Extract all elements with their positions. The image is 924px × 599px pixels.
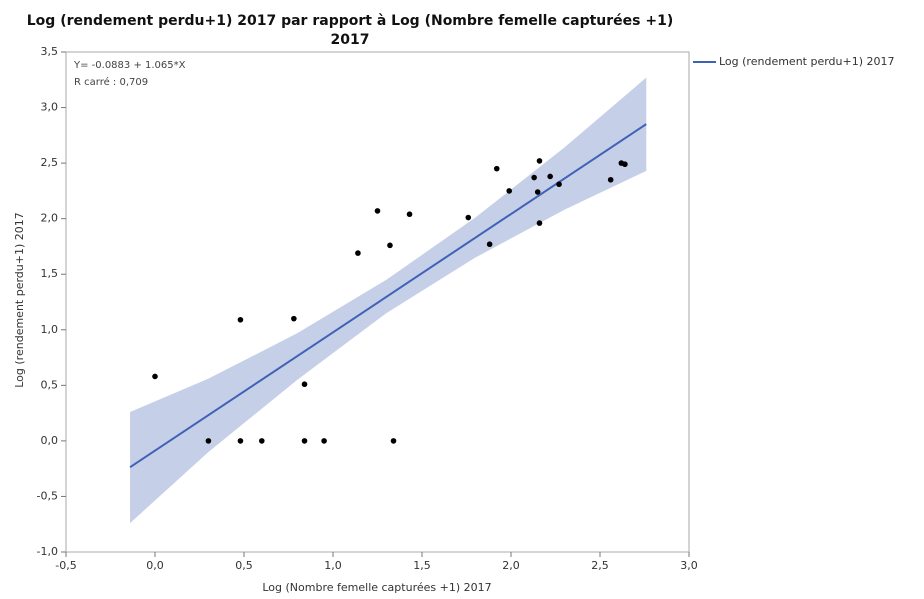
y-tick-label: -0,5 — [37, 489, 58, 502]
point — [486, 241, 493, 248]
y-tick-label: 3,5 — [41, 45, 59, 58]
x-tick-label: 1,5 — [413, 559, 431, 572]
y-tick-label: 1,5 — [41, 267, 59, 280]
y-tick-label: 2,0 — [41, 212, 59, 225]
point — [536, 220, 543, 226]
y-tick-label: 3,0 — [41, 101, 59, 114]
x-tick-label: -0,5 — [55, 559, 76, 572]
point — [536, 158, 543, 164]
chart-title: Log (rendement perdu+1) 2017 par rapport… — [27, 13, 673, 29]
point — [531, 174, 537, 181]
y-axis-label: Log (rendement perdu+1) 2017 — [13, 212, 26, 388]
point — [321, 438, 327, 444]
x-axis-label: Log (Nombre femelle capturées +1) 2017 — [262, 581, 491, 594]
x-tick-label: 0,0 — [146, 559, 164, 572]
point — [390, 438, 397, 444]
point — [622, 161, 628, 168]
x-tick-label: 2,5 — [591, 559, 609, 572]
point — [465, 214, 472, 221]
legend-label: Log (rendement perdu+1) 2017 — [719, 55, 895, 68]
annotation: R carré : 0,709 — [74, 76, 148, 88]
point — [237, 438, 244, 444]
y-tick-label: 0,5 — [41, 378, 59, 391]
fit-line — [129, 123, 647, 469]
point — [301, 438, 308, 444]
point — [301, 381, 308, 388]
confidence-band — [130, 77, 647, 524]
point — [374, 208, 381, 214]
point — [493, 165, 500, 172]
point — [355, 250, 361, 256]
point — [259, 438, 265, 444]
y-tick-label: 1,0 — [41, 323, 59, 336]
point — [547, 173, 553, 180]
plot-frame — [65, 51, 690, 553]
point — [556, 181, 562, 188]
x-tick-label: 1,0 — [324, 559, 342, 572]
x-tick-label: 3,0 — [680, 559, 698, 572]
y-tick-label: -1,0 — [37, 545, 58, 558]
point — [152, 373, 158, 380]
chart-title: 2017 — [331, 32, 370, 48]
point — [205, 438, 212, 444]
y-tick-label: 2,5 — [41, 156, 59, 169]
annotation: Y= -0.0883 + 1.065*X — [73, 60, 186, 71]
x-tick-label: 0,5 — [235, 559, 253, 572]
point — [506, 188, 513, 194]
point — [534, 189, 541, 195]
point — [607, 176, 614, 183]
point — [237, 316, 244, 323]
y-tick-label: 0,0 — [41, 434, 59, 447]
point — [291, 315, 297, 322]
point — [387, 242, 393, 249]
point — [406, 211, 413, 218]
x-tick-label: 2,0 — [502, 559, 520, 572]
